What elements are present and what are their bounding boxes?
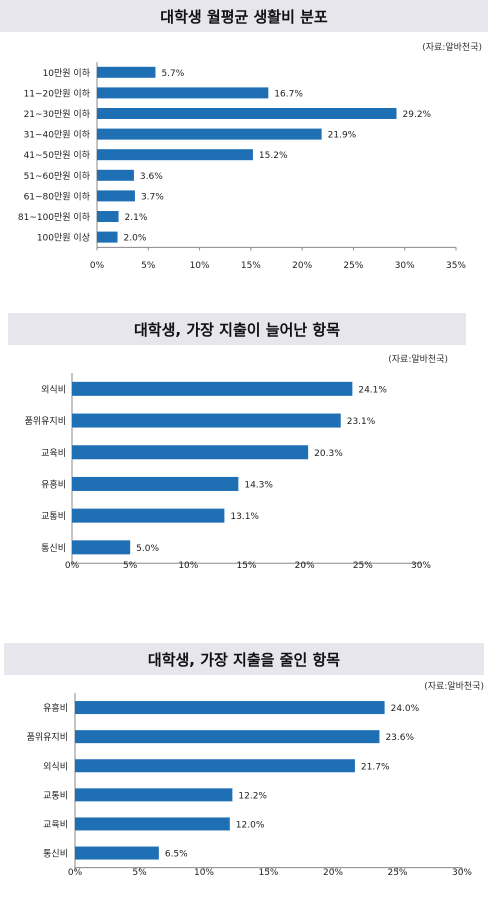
category-label: 품위유지비 [27,732,68,743]
category-label: 외식비 [41,383,66,395]
x-tick-label: 25% [387,868,407,878]
bar [72,445,309,460]
value-label: 12.0% [236,820,265,830]
category-label: 통신비 [43,849,68,860]
value-label: 21.7% [361,762,390,772]
bar [97,87,269,99]
x-tick-label: 5% [123,561,138,571]
chart-2-source: (자료:알바천국) [388,355,448,365]
value-label: 5.0% [136,544,159,554]
value-label: 23.6% [385,733,414,743]
value-label: 13.1% [230,512,259,522]
category-label: 81~100만원 이하 [18,212,91,223]
x-tick-label: 25% [343,261,363,271]
chart-2-increased-spending: 외식비 24.1% 품위유지비 23.1% 교육비 20.3% 유흥비 14.3% 교통비 13.… [25,373,431,571]
category-label: 교통비 [41,511,66,522]
x-tick-label: 35% [446,261,466,271]
chart-3-reduced-spending: 유흥비 24.0% 품위유지비 23.6% 외식비 21.7% 교통비 12.2% 교육비 12.… [27,693,472,878]
bar [97,211,119,222]
x-tick-label: 10% [178,561,198,571]
bar [75,817,230,831]
bar [97,231,118,243]
bar [75,730,380,744]
chart-2-title: 대학생, 가장 지출이 늘어난 항목 [8,313,466,345]
bar [72,476,239,491]
x-tick-label: 15% [236,561,256,571]
category-label: 유흥비 [41,478,66,490]
x-tick-label: 5% [132,868,147,878]
category-label: 11~20만원 이하 [24,88,91,99]
value-label: 21.9% [328,131,357,141]
x-tick-label: 0% [68,868,83,878]
category-label: 교육비 [41,448,66,459]
x-tick-label: 30% [411,561,431,571]
bar [75,846,159,860]
value-label: 20.3% [314,449,343,459]
bar [97,128,322,140]
value-label: 6.5% [165,850,188,860]
value-label: 2.1% [125,213,148,223]
category-label: 61~80만원 이하 [24,191,91,202]
category-label: 31~40만원 이하 [24,130,91,141]
bar [72,540,131,555]
x-tick-label: 20% [323,868,343,878]
chart-3-source: (자료:알바천국) [424,682,484,692]
value-label: 5.7% [161,69,184,79]
x-tick-label: 15% [241,261,261,271]
category-label: 41~50만원 이하 [24,150,91,161]
value-label: 23.1% [347,417,376,427]
x-tick-label: 0% [90,261,105,271]
chart-1-title: 대학생 월평균 생활비 분포 [0,0,488,32]
bar [75,701,385,715]
chart-3-title: 대학생, 가장 지출을 줄인 항목 [4,643,484,675]
chart-1-living-cost: 10만원 이하 5.7% 11~20만원 이하 16.7% 21~30만원 이하 29.2… [18,62,466,271]
x-tick-label: 30% [452,868,472,878]
bar [97,149,253,161]
value-label: 14.3% [244,480,273,490]
category-label: 51~60만원 이하 [24,171,91,182]
value-label: 3.7% [141,192,164,202]
bar [97,108,397,119]
bar [72,413,341,428]
value-label: 3.6% [140,172,163,182]
category-label: 유흥비 [43,702,68,714]
category-label: 10만원 이하 [43,68,91,79]
x-tick-label: 20% [292,261,312,271]
x-tick-label: 10% [190,261,210,271]
bar [75,788,233,802]
bar [97,190,135,202]
x-tick-label: 25% [353,561,373,571]
category-label: 품위유지비 [25,416,66,427]
category-label: 교육비 [43,819,68,830]
category-label: 교통비 [43,790,68,801]
bar [97,169,134,181]
x-tick-label: 30% [395,261,415,271]
chart-1-source: (자료:알바천국) [422,43,482,53]
bar [72,508,225,523]
x-tick-label: 10% [194,868,214,878]
value-label: 15.2% [259,151,288,161]
x-tick-label: 20% [295,561,315,571]
bar [72,381,353,396]
value-label: 29.2% [403,110,432,120]
bar [97,66,156,78]
category-label: 21~30만원 이하 [24,109,91,120]
category-label: 100만원 이상 [37,233,90,244]
x-tick-label: 15% [258,868,278,878]
value-label: 12.2% [238,791,267,801]
value-label: 24.1% [358,385,387,395]
x-tick-label: 0% [65,561,80,571]
value-label: 24.0% [391,704,420,714]
value-label: 2.0% [124,234,147,244]
x-tick-label: 5% [141,261,156,271]
category-label: 외식비 [43,760,68,772]
value-label: 16.7% [274,89,303,99]
bar [75,759,355,773]
category-label: 통신비 [41,543,66,554]
